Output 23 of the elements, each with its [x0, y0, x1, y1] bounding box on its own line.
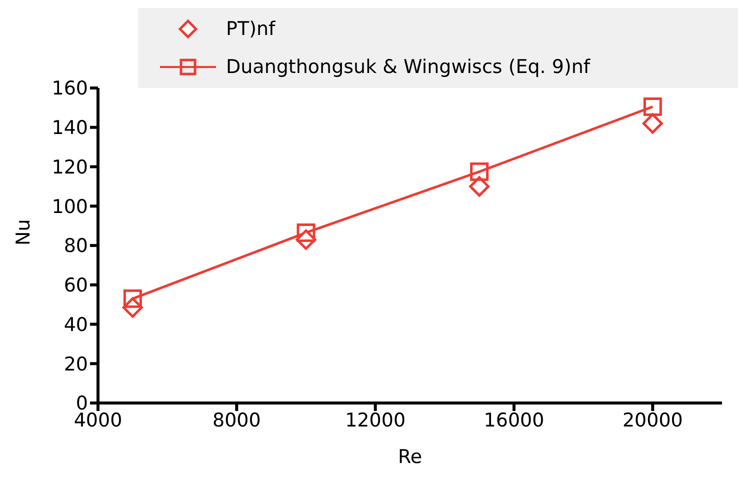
point	[470, 162, 489, 181]
x-tick-label: 8000	[212, 409, 261, 432]
x-tick-label: 20000	[622, 409, 683, 432]
y-tick-label: 100	[52, 196, 88, 218]
point	[469, 176, 490, 197]
x-tick-label: 16000	[484, 409, 544, 432]
y-tick-label: 20	[64, 353, 88, 376]
x-tick-label: 4000	[74, 409, 122, 432]
y-tick-label: 120	[52, 156, 88, 178]
y-tick-label: 160	[52, 78, 88, 100]
y-tick-label: 80	[64, 235, 88, 258]
x-axis-title: Re	[398, 446, 422, 468]
y-tick-label: 40	[64, 314, 88, 336]
y-axis-title: Nu	[12, 219, 35, 246]
x-tick-label: 12000	[345, 409, 406, 432]
point	[643, 97, 662, 116]
y-tick-label: 60	[64, 274, 88, 297]
legend-label: PT)nf	[226, 18, 276, 40]
y-tick-label: 140	[52, 117, 88, 140]
point	[642, 113, 663, 134]
point	[123, 289, 142, 308]
point	[296, 223, 316, 242]
legend-label: Duangthongsuk & Wingwiscs (Eq. 9)nf	[226, 56, 590, 78]
